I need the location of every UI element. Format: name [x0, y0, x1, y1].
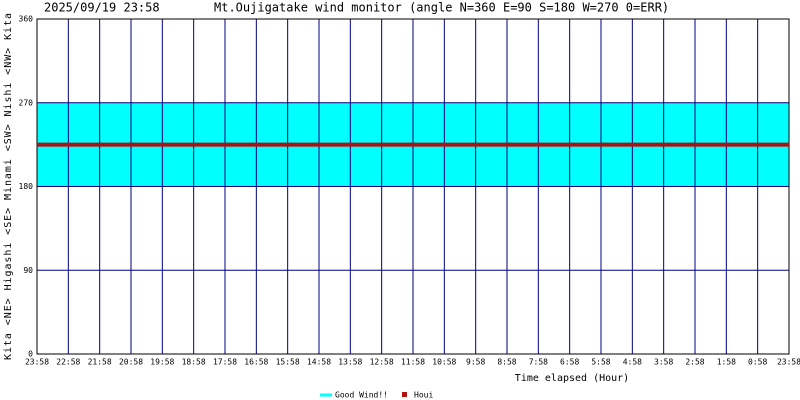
- x-tick-label: 22:58: [56, 358, 80, 367]
- x-tick-label: 18:58: [182, 358, 206, 367]
- x-tick-label: 1:58: [717, 358, 736, 367]
- x-tick-label: 9:58: [466, 358, 485, 367]
- x-tick-label: 15:58: [276, 358, 300, 367]
- x-tick-label: 20:58: [119, 358, 143, 367]
- x-tick-label: 12:58: [370, 358, 394, 367]
- x-tick-label: 23:58: [25, 358, 49, 367]
- timestamp: 2025/09/19 23:58: [44, 1, 160, 15]
- chart-title: Mt.Oujigatake wind monitor (angle N=360 …: [214, 1, 669, 15]
- y-tick-label: 0: [28, 350, 33, 359]
- legend-swatch: [402, 392, 407, 397]
- x-axis-label: Time elapsed (Hour): [515, 373, 629, 384]
- x-tick-label: 14:58: [307, 358, 331, 367]
- x-tick-label: 0:58: [748, 358, 767, 367]
- y-axis-label: Kita <NE> Higashi <SE> Minami <SW> Nishi…: [3, 13, 14, 360]
- x-tick-label: 11:58: [401, 358, 425, 367]
- x-tick-label: 8:58: [497, 358, 516, 367]
- plot-frame: [36, 18, 790, 355]
- x-tick-label: 5:58: [591, 358, 610, 367]
- x-tick-label: 16:58: [244, 358, 268, 367]
- y-tick-label: 90: [23, 266, 33, 275]
- y-tick-label: 270: [19, 98, 34, 107]
- x-tick-label: 21:58: [88, 358, 112, 367]
- x-tick-label: 7:58: [529, 358, 548, 367]
- x-tick-label: 2:58: [685, 358, 704, 367]
- legend-label: Good Wind!!: [335, 391, 388, 400]
- x-tick-label: 13:58: [338, 358, 362, 367]
- x-tick-label: 17:58: [213, 358, 237, 367]
- legend-label: Houi: [414, 391, 433, 400]
- x-tick-label: 3:58: [654, 358, 673, 367]
- x-tick-label: 6:58: [560, 358, 579, 367]
- x-tick-label: 10:58: [432, 358, 456, 367]
- y-tick-label: 180: [19, 182, 34, 191]
- x-tick-label: 23:58: [777, 358, 800, 367]
- x-tick-label: 4:58: [623, 358, 642, 367]
- x-tick-label: 19:58: [150, 358, 174, 367]
- y-tick-label: 360: [19, 15, 34, 24]
